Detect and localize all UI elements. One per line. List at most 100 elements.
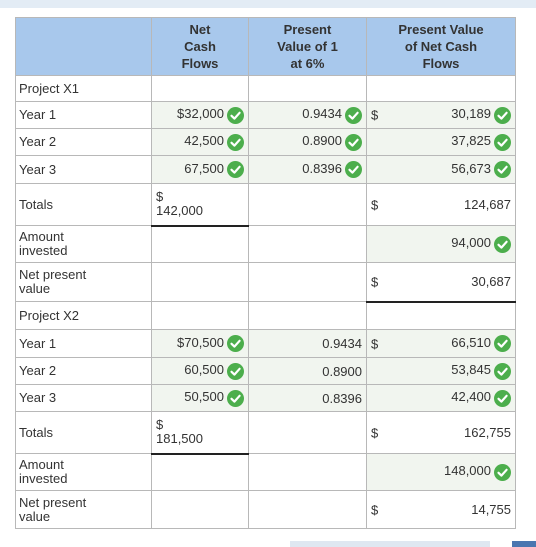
row-label-text: Project X1 [19,80,79,96]
header-line: Cash [184,39,216,54]
header-blank [15,17,152,76]
table-row: Project X2 [15,301,516,330]
row-label-text: Totals [19,196,53,212]
value-cell: 53,845 [366,357,516,385]
row-label: Year 2 [15,357,152,385]
row-label-text: Totals [19,424,53,440]
table-row: Amount invested 94,000 [15,225,516,263]
value-cell [248,183,367,226]
button-edge [512,541,536,547]
value-cell: 67,500 [151,155,249,184]
check-icon [494,335,511,353]
header-line: at 6% [290,56,325,71]
table-row: Project X1 [15,75,516,102]
cell-value: $70,500 [177,334,224,350]
npv-table: Net Cash Flows Present Value of 1 at 6% Presen… [15,17,516,529]
cell-value: $32,000 [177,106,224,122]
table-row: Year 1 $32,000 0.9434 $30,189 [15,101,516,129]
row-label-text: Year 1 [19,107,57,122]
table-row: Totals $142,000 $124,687 [15,183,516,227]
value-cell: 148,000 [366,453,516,491]
header-line: of Net Cash [404,39,478,54]
value-cell: $124,687 [366,183,516,226]
value-cell [366,301,516,330]
value-cell: 0.8900 [248,357,367,385]
value-cell [151,75,249,102]
cell-value: 56,673 [451,160,491,176]
row-label: Project X2 [15,301,152,330]
stacked-value: $181,500 [156,418,244,446]
row-label-text: Year 2 [19,363,57,378]
row-label: Net present value [15,490,152,529]
cell-value: 42,400 [451,389,491,405]
header-line: Net [189,22,211,37]
value-cell [248,490,367,529]
row-label-text: Net present value [19,267,87,296]
check-icon [227,161,244,179]
cell-value: 181,500 [156,431,203,447]
cell-value: 0.9434 [322,336,362,351]
check-icon [345,106,362,124]
header-line: Value of 1 [277,39,338,54]
row-label: Net present value [15,262,152,302]
cell-value: 37,825 [451,133,491,149]
table-row: Year 3 50,500 0.8396 42,400 [15,384,516,412]
table-row: Net present value $14,755 [15,490,516,529]
currency-symbol: $ [371,425,379,440]
table-row: Year 3 67,500 0.8396 56,673 [15,155,516,184]
table-row: Year 2 60,500 0.8900 53,845 [15,357,516,385]
check-icon [494,389,511,407]
column-header: Present Value of 1 at 6% [248,17,367,76]
check-icon [494,133,511,151]
value-cell [151,225,249,263]
currency-symbol: $ [371,336,379,351]
table-body: Project X1 Year 1 $32,000 0.9434 $30,189 Year… [15,75,516,529]
value-cell: $162,755 [366,411,516,454]
cell-value: 60,500 [184,362,224,378]
row-label-text: Year 3 [19,161,57,177]
value-cell: 56,673 [366,155,516,184]
row-label: Year 1 [15,329,152,358]
value-cell: 0.8900 [248,128,367,156]
row-label: Year 2 [15,128,152,156]
currency-symbol: $ [371,502,379,517]
header-line: Flows [181,56,219,71]
value-cell [248,301,367,330]
table-row: Net present value $30,687 [15,262,516,303]
check-icon [494,235,511,253]
value-cell: $181,500 [151,411,249,455]
cell-value: 0.8396 [322,390,362,406]
value-cell [248,225,367,263]
value-cell [248,262,367,302]
value-cell: 42,500 [151,128,249,156]
check-icon [227,133,244,151]
cell-value: 142,000 [156,203,203,219]
row-label-text: Year 1 [19,335,57,351]
cell-value: 0.8396 [302,160,342,176]
cell-value: 67,500 [184,160,224,176]
value-cell: 94,000 [366,225,516,263]
header-row: Net Cash Flows Present Value of 1 at 6% Presen… [15,17,516,76]
value-cell: $30,189 [366,101,516,129]
currency-symbol: $ [371,274,379,290]
value-cell [366,75,516,102]
value-cell: 0.9434 [248,101,367,129]
cell-value: 50,500 [184,389,224,405]
check-icon [494,362,511,380]
row-label: Totals [15,183,152,226]
cell-value: 30,687 [471,274,511,290]
cell-value: 0.8900 [302,133,342,149]
row-label-text: Amount invested [19,457,68,486]
value-cell: 0.9434 [248,329,367,358]
value-cell [151,262,249,302]
table-row: Year 2 42,500 0.8900 37,825 [15,128,516,156]
row-label: Year 3 [15,384,152,412]
currency-symbol: $ [156,417,164,433]
value-cell: $32,000 [151,101,249,129]
value-cell [151,453,249,491]
table-row: Amount invested 148,000 [15,453,516,491]
value-cell: 50,500 [151,384,249,412]
cell-value: 14,755 [471,502,511,517]
check-icon [345,133,362,151]
value-cell: 60,500 [151,357,249,385]
